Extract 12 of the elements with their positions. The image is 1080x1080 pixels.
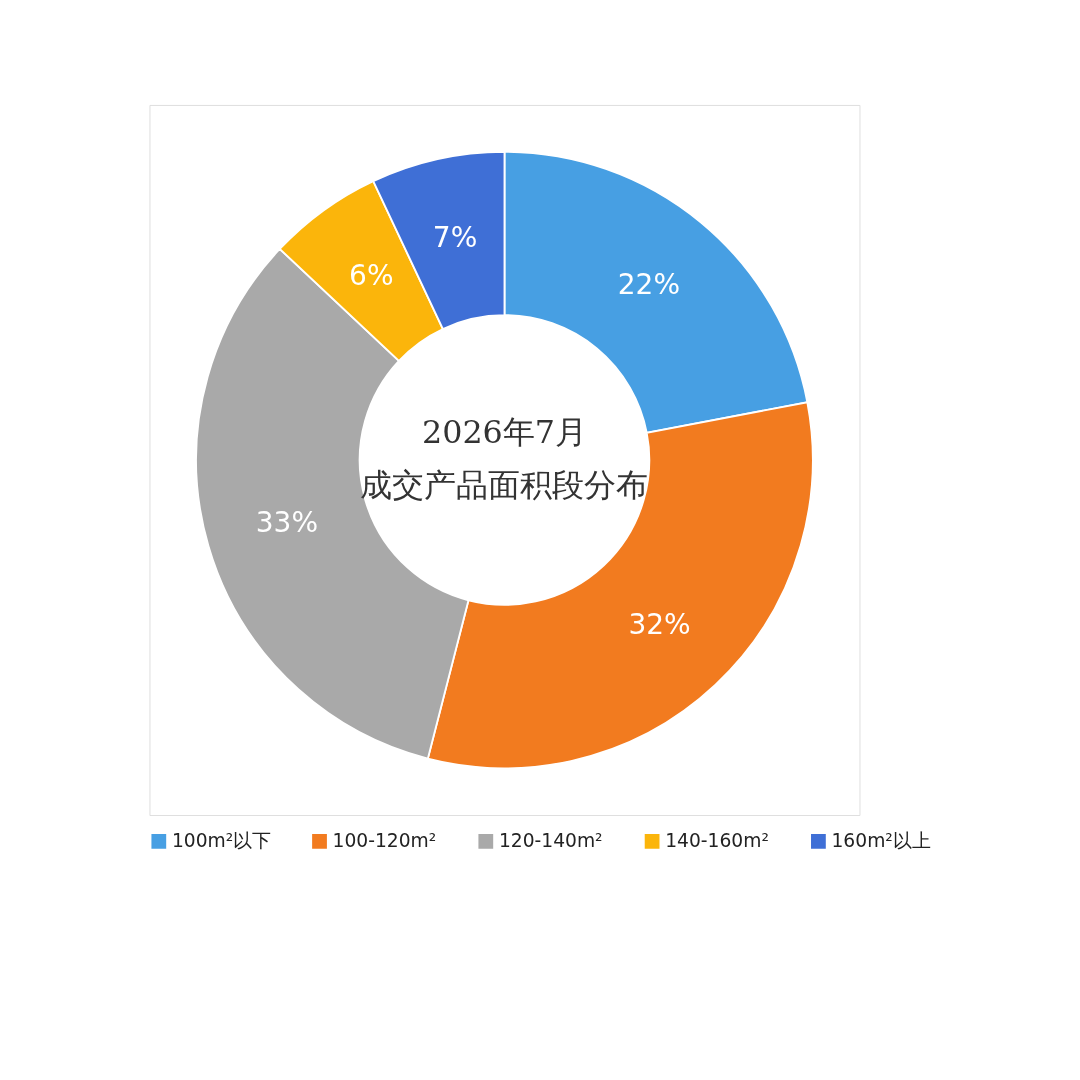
data-label: 32% (628, 607, 691, 641)
data-label: 22% (617, 267, 681, 301)
data-label: 7% (432, 221, 478, 255)
legend-label: 140-160m² (665, 829, 769, 851)
text: 2026年7月 (421, 414, 588, 451)
data-label: 33% (255, 505, 319, 539)
data-label: 6% (349, 259, 394, 293)
text: 成交产品面积段分布 (360, 466, 649, 503)
legend-label: 160m²以上 (831, 829, 931, 851)
legend-label: 100-120m² (332, 829, 437, 851)
legend-label: 100m²以下 (171, 829, 272, 851)
legend-label: 120-140m² (498, 829, 603, 851)
